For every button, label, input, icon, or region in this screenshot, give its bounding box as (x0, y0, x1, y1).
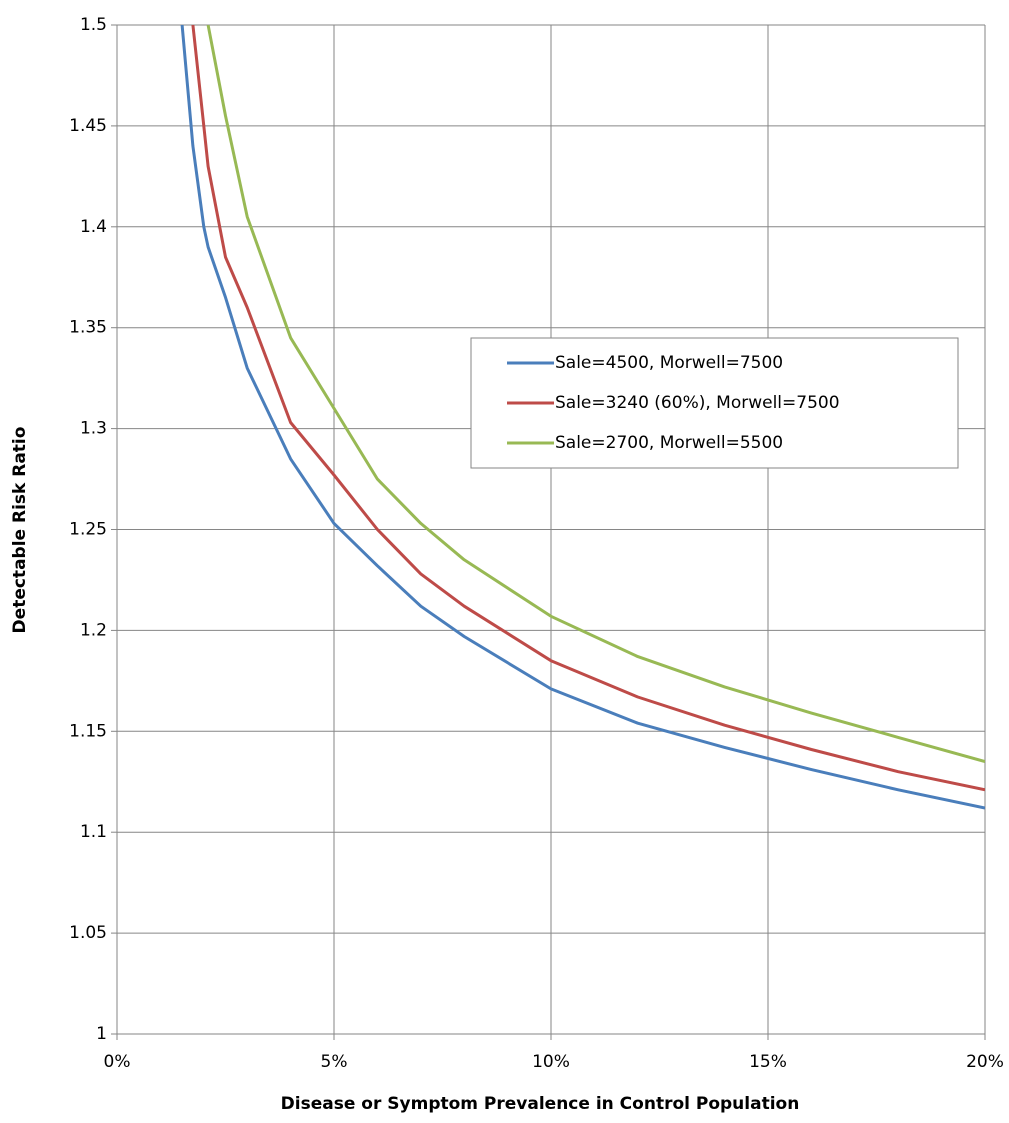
y-tick-label: 1.45 (69, 116, 107, 136)
series-line (206, 25, 985, 764)
y-axis-label: Detectable Risk Ratio (10, 427, 30, 634)
x-tick-label: 15% (749, 1052, 787, 1072)
y-tick-label: 1.35 (69, 318, 107, 338)
y-tick-label: 1.1 (80, 822, 107, 842)
y-tick-label: 1.05 (69, 923, 107, 943)
y-tick-label: 1.2 (80, 620, 107, 640)
x-axis-label: Disease or Symptom Prevalence in Control… (281, 1094, 800, 1114)
y-tick-label: 1.15 (69, 721, 107, 741)
y-tick-label: 1.3 (80, 419, 107, 439)
series-line (180, 25, 985, 810)
x-tick-label: 10% (532, 1052, 570, 1072)
y-tick-label: 1.5 (80, 15, 107, 35)
y-tick-label: 1.25 (69, 520, 107, 540)
y-tick-label: 1.4 (80, 217, 107, 237)
legend-label: Sale=3240 (60%), Morwell=7500 (555, 393, 840, 413)
legend-label: Sale=4500, Morwell=7500 (555, 353, 783, 373)
series-line (191, 25, 985, 792)
x-tick-label: 0% (104, 1052, 131, 1072)
plot-lines (180, 25, 985, 810)
y-tick-label: 1 (96, 1024, 107, 1044)
legend-label: Sale=2700, Morwell=5500 (555, 433, 783, 453)
x-tick-label: 20% (966, 1052, 1004, 1072)
x-tick-label: 5% (321, 1052, 348, 1072)
